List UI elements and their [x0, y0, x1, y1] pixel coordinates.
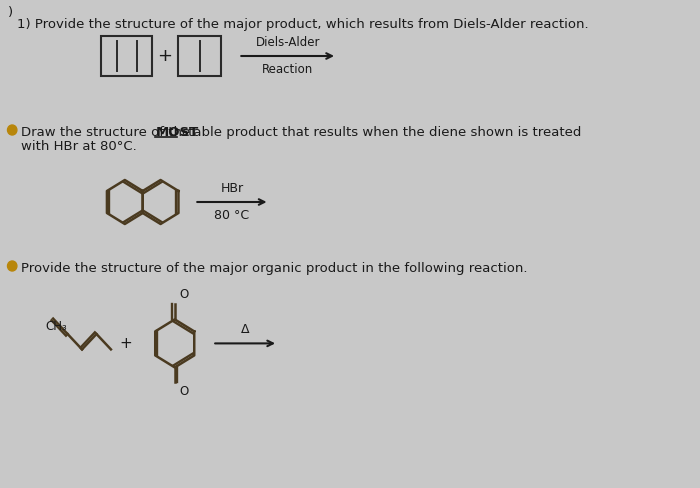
Text: O: O	[179, 386, 189, 398]
Bar	[178, 36, 221, 76]
Text: +: +	[157, 47, 172, 65]
Text: Provide the structure of the major organic product in the following reaction.: Provide the structure of the major organ…	[20, 262, 527, 275]
Text: 80 °C: 80 °C	[214, 209, 249, 222]
Circle shape	[8, 125, 17, 135]
Text: Diels-Alder: Diels-Alder	[256, 36, 320, 49]
Text: ): )	[8, 6, 13, 19]
Text: O: O	[179, 288, 189, 302]
Text: Draw the structure of the: Draw the structure of the	[20, 126, 194, 139]
Text: MOST: MOST	[155, 126, 199, 139]
Text: CH₃: CH₃	[45, 320, 66, 332]
Text: HBr: HBr	[220, 182, 244, 195]
Circle shape	[8, 261, 17, 271]
Text: stable product that results when the diene shown is treated: stable product that results when the die…	[177, 126, 582, 139]
Bar	[102, 36, 152, 76]
Text: 1) Provide the structure of the major product, which results from Diels-Alder re: 1) Provide the structure of the major pr…	[17, 18, 589, 31]
Text: Δ: Δ	[241, 324, 249, 336]
Text: Reaction: Reaction	[262, 63, 314, 76]
Text: +: +	[120, 336, 132, 351]
Text: with HBr at 80°C.: with HBr at 80°C.	[20, 140, 136, 153]
